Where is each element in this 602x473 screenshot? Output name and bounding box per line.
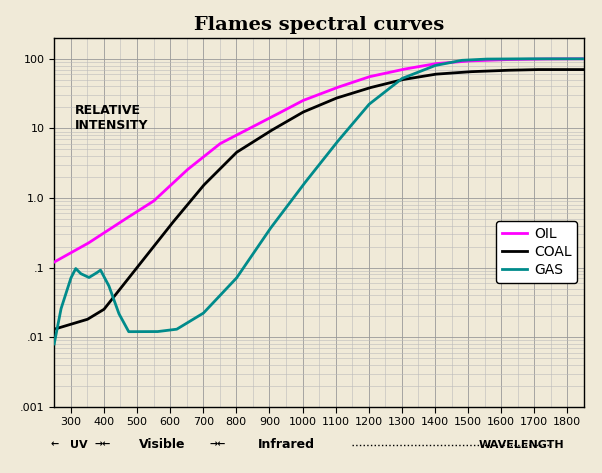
Text: Infrared: Infrared — [258, 438, 314, 451]
Text: ←: ← — [50, 439, 58, 450]
Text: WAVELENGTH: WAVELENGTH — [479, 439, 564, 450]
Text: Visible: Visible — [138, 438, 185, 451]
Text: →←: →← — [94, 439, 110, 450]
Text: →←: →← — [210, 439, 226, 450]
Legend: OIL, COAL, GAS: OIL, COAL, GAS — [496, 221, 577, 282]
Text: UV: UV — [70, 439, 88, 450]
Title: Flames spectral curves: Flames spectral curves — [194, 16, 444, 34]
Text: RELATIVE
INTENSITY: RELATIVE INTENSITY — [75, 104, 149, 132]
